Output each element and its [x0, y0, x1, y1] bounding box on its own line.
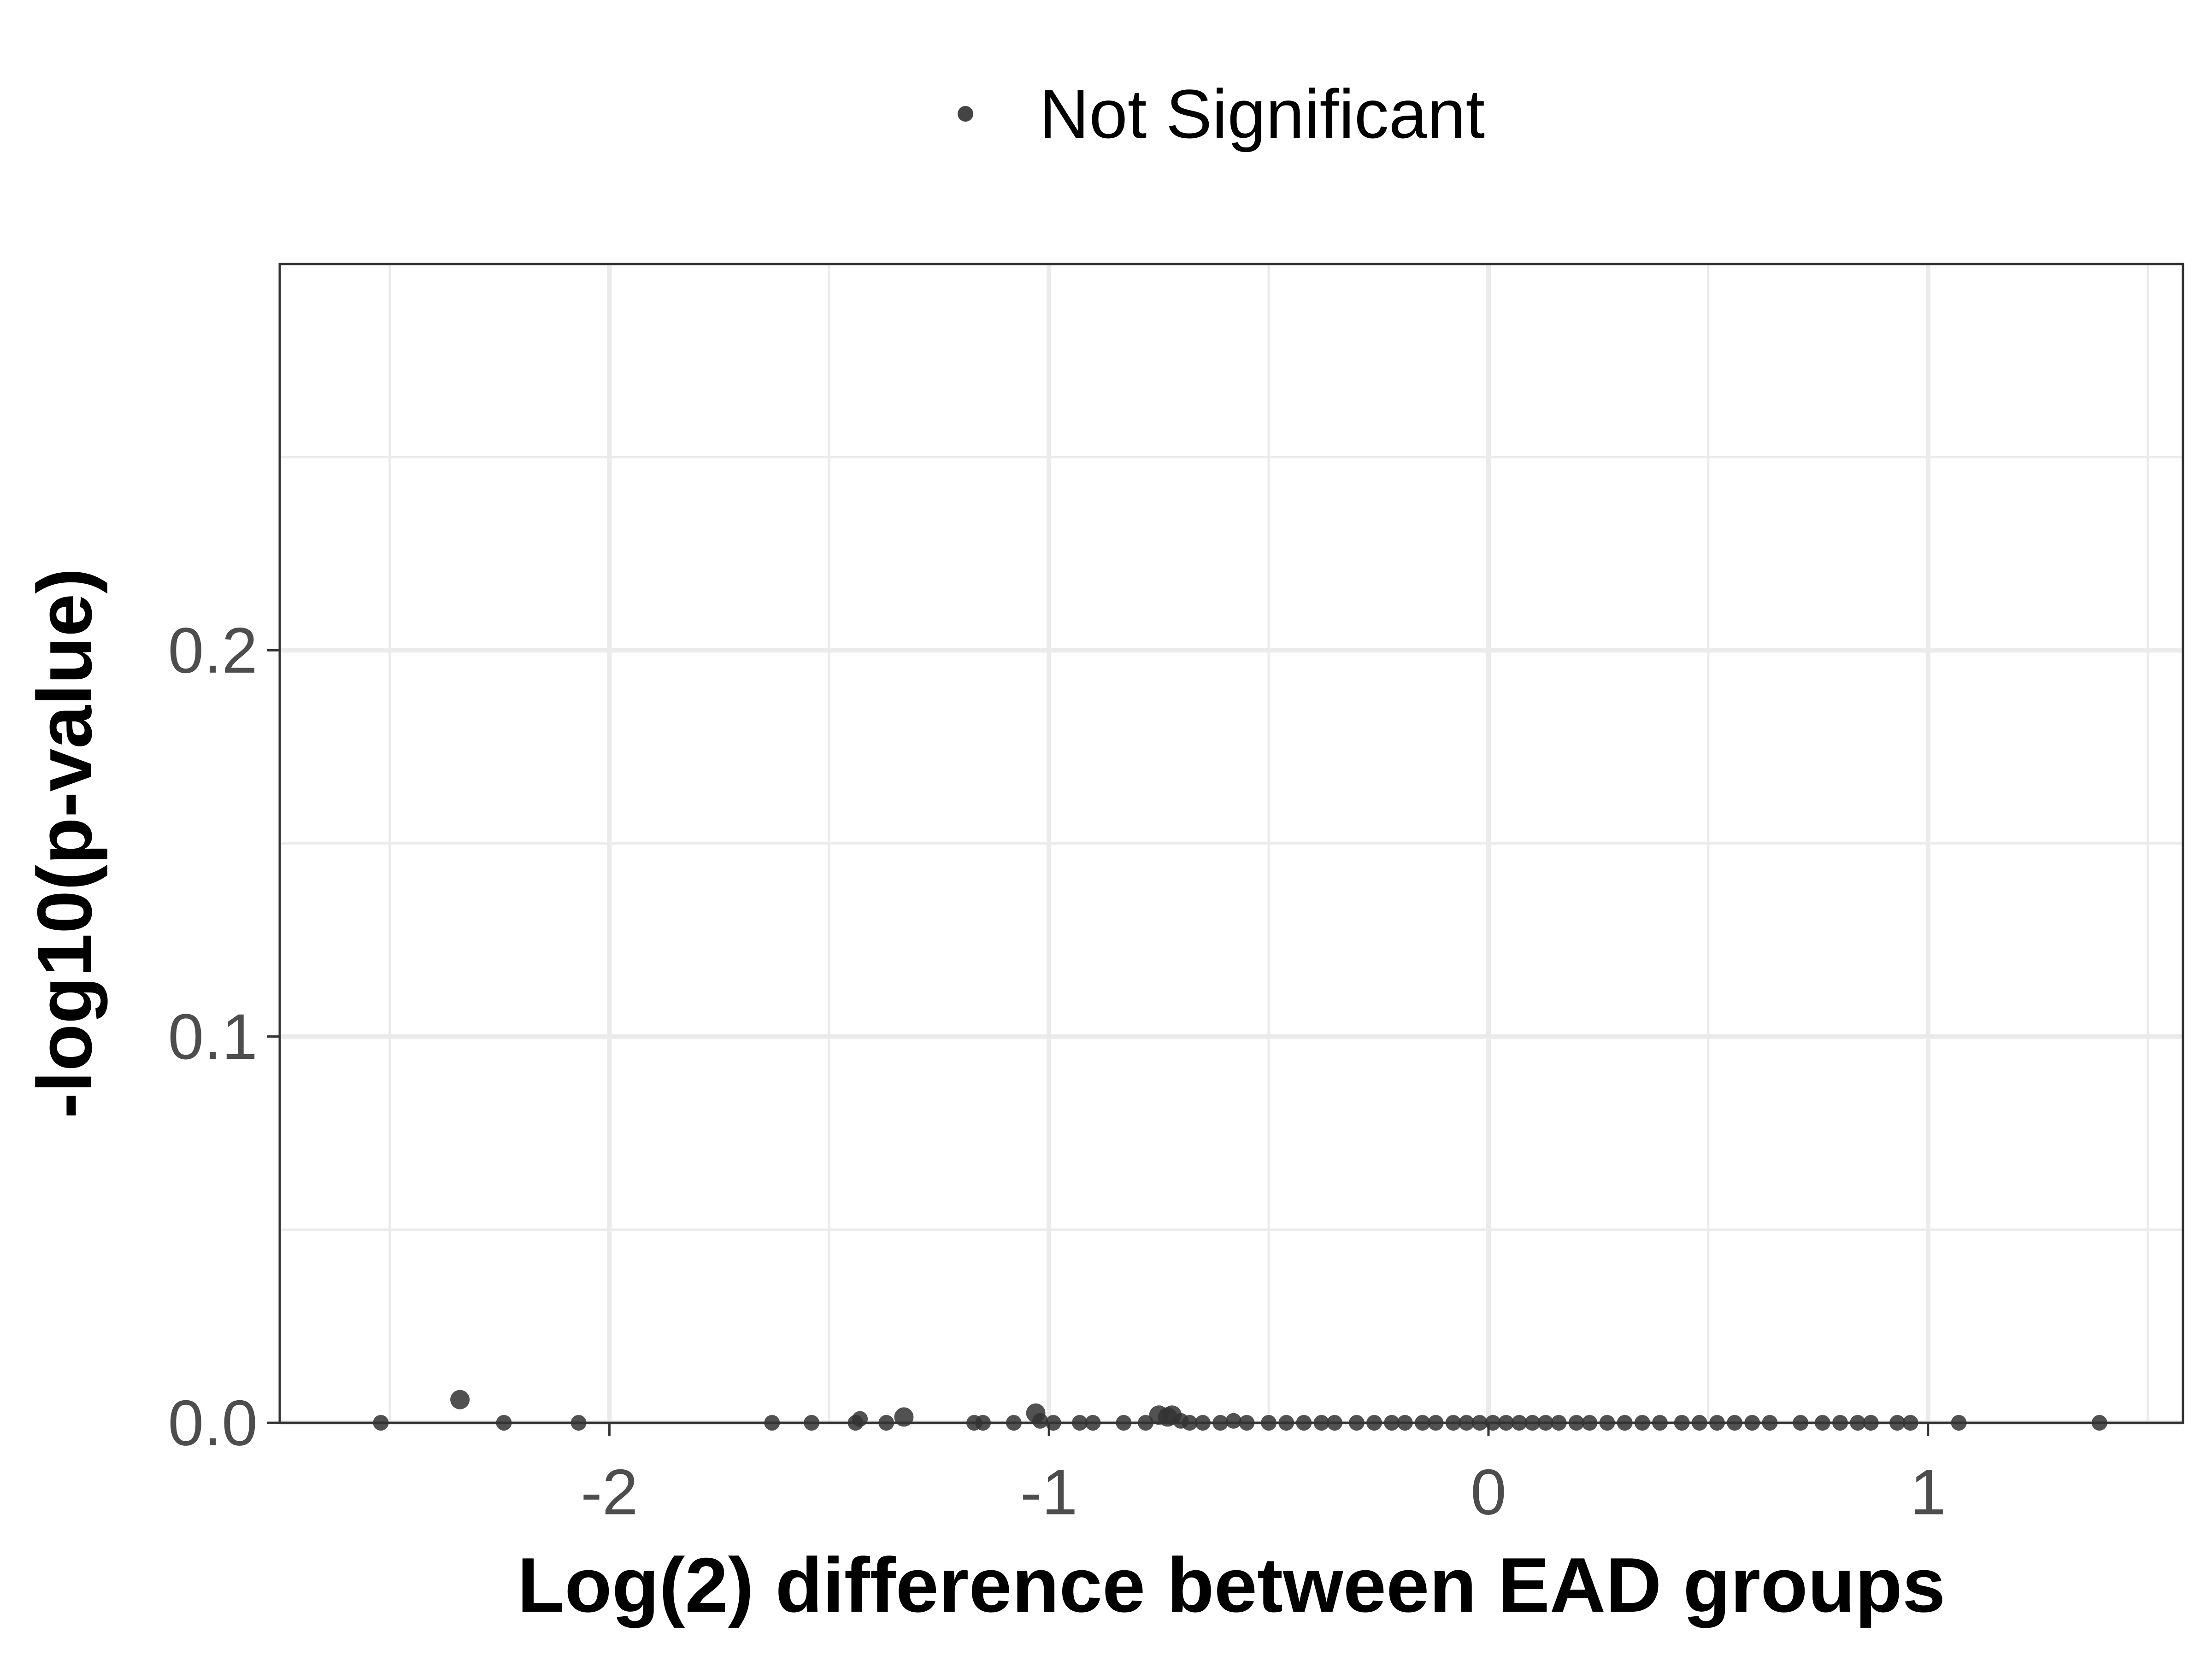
legend-label: Not Significant [1039, 75, 1485, 153]
x-tick-label: 0 [1471, 1456, 1506, 1528]
data-point [450, 1390, 470, 1409]
x-tick-label: -2 [581, 1456, 638, 1528]
minor-gridlines [280, 264, 2183, 1423]
plot-panel [278, 263, 2184, 1431]
x-tick-label: -1 [1020, 1456, 1077, 1528]
data-point [852, 1411, 868, 1427]
panel-border [278, 263, 2184, 1424]
x-axis-title: Log(2) difference between EAD groups [518, 1542, 1946, 1628]
y-axis-title: -log10(p-value) [21, 568, 108, 1119]
data-point [1225, 1413, 1241, 1429]
data-point [1032, 1413, 1048, 1429]
y-axis: 0.0 0.1 0.2 [168, 614, 280, 1459]
y-tick-label: 0.0 [168, 1387, 258, 1459]
x-axis: -2 -1 0 1 [581, 1423, 1946, 1528]
legend: Not Significant [958, 75, 1485, 153]
legend-marker [958, 106, 973, 122]
x-tick-label: 1 [1910, 1456, 1946, 1528]
y-tick-label: 0.1 [168, 1000, 258, 1073]
y-tick-label: 0.2 [168, 614, 258, 687]
